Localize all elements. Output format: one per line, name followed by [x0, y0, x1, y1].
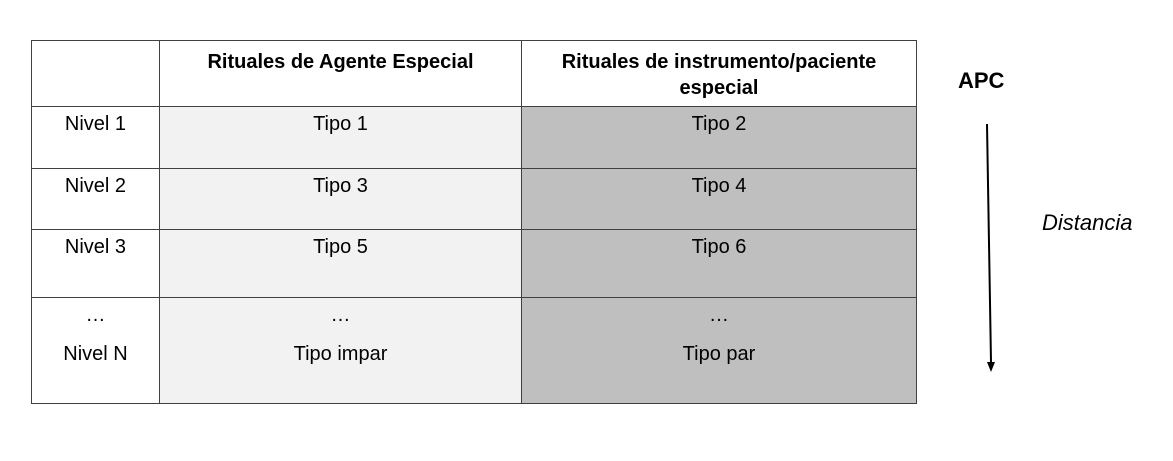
level-cell: Nivel 1 — [31, 106, 160, 169]
header-empty — [31, 40, 160, 107]
ellipsis: … — [85, 304, 106, 326]
table-row: Nivel 3 Tipo 5 Tipo 6 — [31, 229, 917, 298]
agent-cell: Tipo 1 — [159, 106, 522, 169]
ritual-types-table: Rituales de Agente Especial Rituales de … — [31, 40, 917, 404]
arrow-down-icon — [986, 123, 995, 372]
agent-odd: Tipo impar — [293, 343, 388, 365]
instrument-cell: Tipo 6 — [521, 229, 917, 298]
level-cell: Nivel 2 — [31, 168, 160, 230]
header-row: Rituales de Agente Especial Rituales de … — [31, 40, 917, 107]
instrument-cell: Tipo 4 — [521, 168, 917, 230]
ellipsis: … — [330, 304, 351, 326]
ellipsis: … — [709, 304, 729, 326]
distance-label: Distancia — [1042, 210, 1133, 235]
header-agent: Rituales de Agente Especial — [159, 40, 522, 107]
agent-cell: Tipo 5 — [159, 229, 522, 298]
instrument-cell: Tipo 2 — [521, 106, 917, 169]
table-row-last: … Nivel N … Tipo impar … Tipo par — [31, 297, 917, 404]
instrument-even: Tipo par — [682, 343, 756, 365]
table-row: Nivel 1 Tipo 1 Tipo 2 — [31, 106, 917, 169]
level-cell: Nivel 3 — [31, 229, 160, 298]
level-cell: … Nivel N — [31, 297, 160, 404]
level-n: Nivel N — [63, 343, 128, 365]
agent-cell: Tipo 3 — [159, 168, 522, 230]
instrument-cell: … Tipo par — [521, 297, 917, 404]
apc-label: APC — [958, 68, 1005, 93]
header-instrument: Rituales de instrumento/paciente especia… — [521, 40, 917, 107]
agent-cell: … Tipo impar — [159, 297, 522, 404]
table-row: Nivel 2 Tipo 3 Tipo 4 — [31, 168, 917, 230]
